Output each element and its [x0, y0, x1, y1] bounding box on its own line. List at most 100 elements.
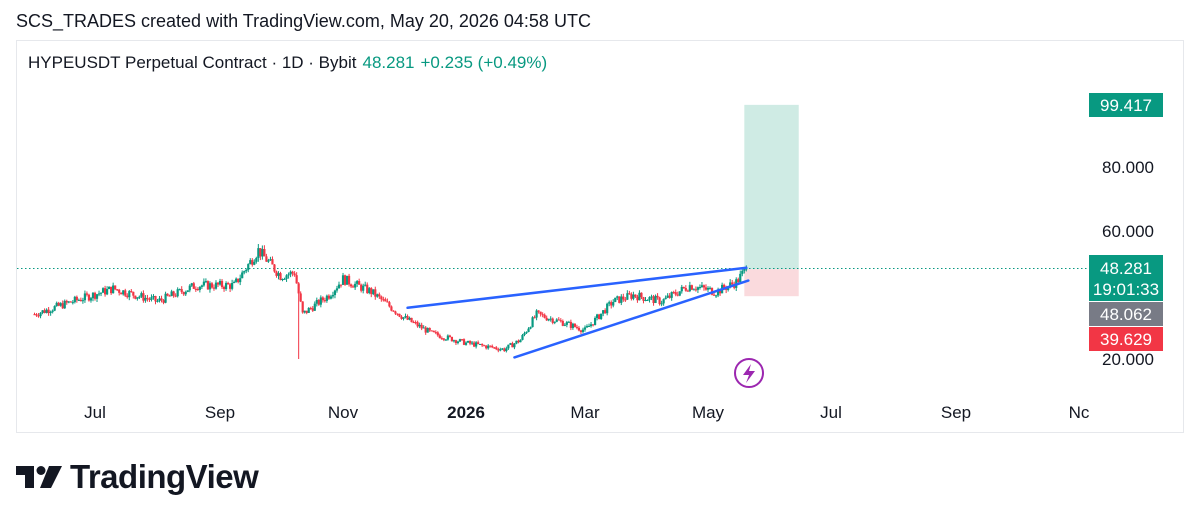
- candle-body: [370, 288, 373, 295]
- candle: [180, 286, 183, 294]
- candle: [184, 290, 187, 297]
- candle: [337, 281, 341, 289]
- candle-body: [273, 264, 276, 272]
- candle: [440, 336, 443, 340]
- candle: [452, 339, 456, 343]
- candle-body: [452, 340, 456, 342]
- candle-body: [692, 289, 695, 291]
- candle: [172, 290, 175, 298]
- candle: [105, 286, 109, 296]
- candle-body: [63, 300, 66, 309]
- entry-price-tag-text: 48.062: [1100, 305, 1152, 324]
- candle: [267, 258, 270, 263]
- candle-body: [523, 333, 526, 335]
- candle-body: [646, 299, 649, 301]
- candle-body: [321, 297, 324, 301]
- candle-body: [491, 346, 494, 348]
- candle-body: [122, 290, 125, 295]
- candle-body: [577, 327, 581, 331]
- candle-body: [408, 317, 411, 320]
- candle: [565, 320, 568, 328]
- candle: [124, 288, 127, 298]
- candle: [519, 339, 522, 343]
- candle-body: [329, 296, 333, 299]
- candle: [33, 312, 36, 316]
- candle: [454, 339, 458, 346]
- candle: [479, 343, 482, 345]
- candle: [414, 320, 417, 325]
- candle-body: [674, 292, 677, 295]
- candle: [259, 248, 262, 261]
- candle: [110, 286, 113, 295]
- candle: [261, 245, 264, 260]
- candle-body: [632, 294, 635, 299]
- candle: [35, 313, 38, 317]
- candle: [602, 310, 605, 317]
- candle-body: [368, 288, 371, 293]
- candle: [122, 290, 125, 296]
- candle-body: [75, 296, 78, 301]
- candle: [438, 333, 441, 339]
- candle-body: [239, 278, 242, 283]
- candle-body: [267, 260, 270, 262]
- candle-body: [682, 286, 685, 288]
- candle: [61, 300, 64, 309]
- tradingview-logo[interactable]: TradingView: [16, 458, 259, 496]
- candle-body: [194, 288, 197, 290]
- candle-body: [364, 284, 367, 286]
- candle-body: [176, 289, 179, 297]
- candle: [537, 310, 540, 314]
- candle: [196, 287, 199, 291]
- candle-body: [737, 279, 740, 282]
- candle: [142, 290, 145, 303]
- candle: [545, 315, 548, 321]
- candle-body: [261, 249, 264, 257]
- candle-body: [226, 283, 230, 285]
- candle-body: [612, 302, 615, 306]
- stop-price-tag-text: 39.629: [1100, 330, 1152, 349]
- lightning-icon-bolt: [743, 364, 755, 383]
- candle: [551, 317, 554, 325]
- candle: [686, 289, 689, 292]
- candle-body: [144, 297, 147, 301]
- candle-body: [723, 284, 726, 289]
- candle-body: [404, 316, 407, 318]
- candle-body: [448, 335, 451, 337]
- candle-body: [507, 344, 510, 349]
- candle-body: [251, 260, 254, 265]
- candle: [390, 305, 393, 312]
- candle-body: [547, 319, 550, 321]
- candle: [624, 296, 627, 302]
- candle-body: [380, 296, 383, 300]
- candle: [446, 334, 449, 341]
- candle: [345, 275, 349, 285]
- candle: [684, 285, 687, 292]
- candle: [384, 297, 387, 302]
- candle: [343, 274, 347, 286]
- candle-body: [55, 302, 58, 307]
- candle: [91, 292, 95, 302]
- candle-body: [680, 286, 683, 292]
- candle: [444, 338, 447, 341]
- candle-body: [366, 284, 369, 293]
- candle-body: [43, 310, 46, 313]
- candle-body: [114, 285, 117, 290]
- candle-body: [354, 283, 357, 288]
- candle-body: [517, 340, 520, 343]
- candle-body: [390, 306, 393, 311]
- candle: [573, 323, 577, 328]
- candle: [358, 278, 361, 285]
- candle-body: [688, 285, 691, 292]
- candle-body: [569, 321, 572, 328]
- candle: [493, 347, 496, 349]
- candle: [466, 340, 470, 343]
- candle: [559, 318, 562, 323]
- candle-body: [493, 347, 496, 349]
- candle: [402, 317, 405, 321]
- candle-body: [561, 320, 564, 326]
- candle-body: [128, 291, 131, 298]
- candle: [394, 310, 397, 315]
- candle: [108, 286, 111, 290]
- candle-body: [291, 271, 294, 274]
